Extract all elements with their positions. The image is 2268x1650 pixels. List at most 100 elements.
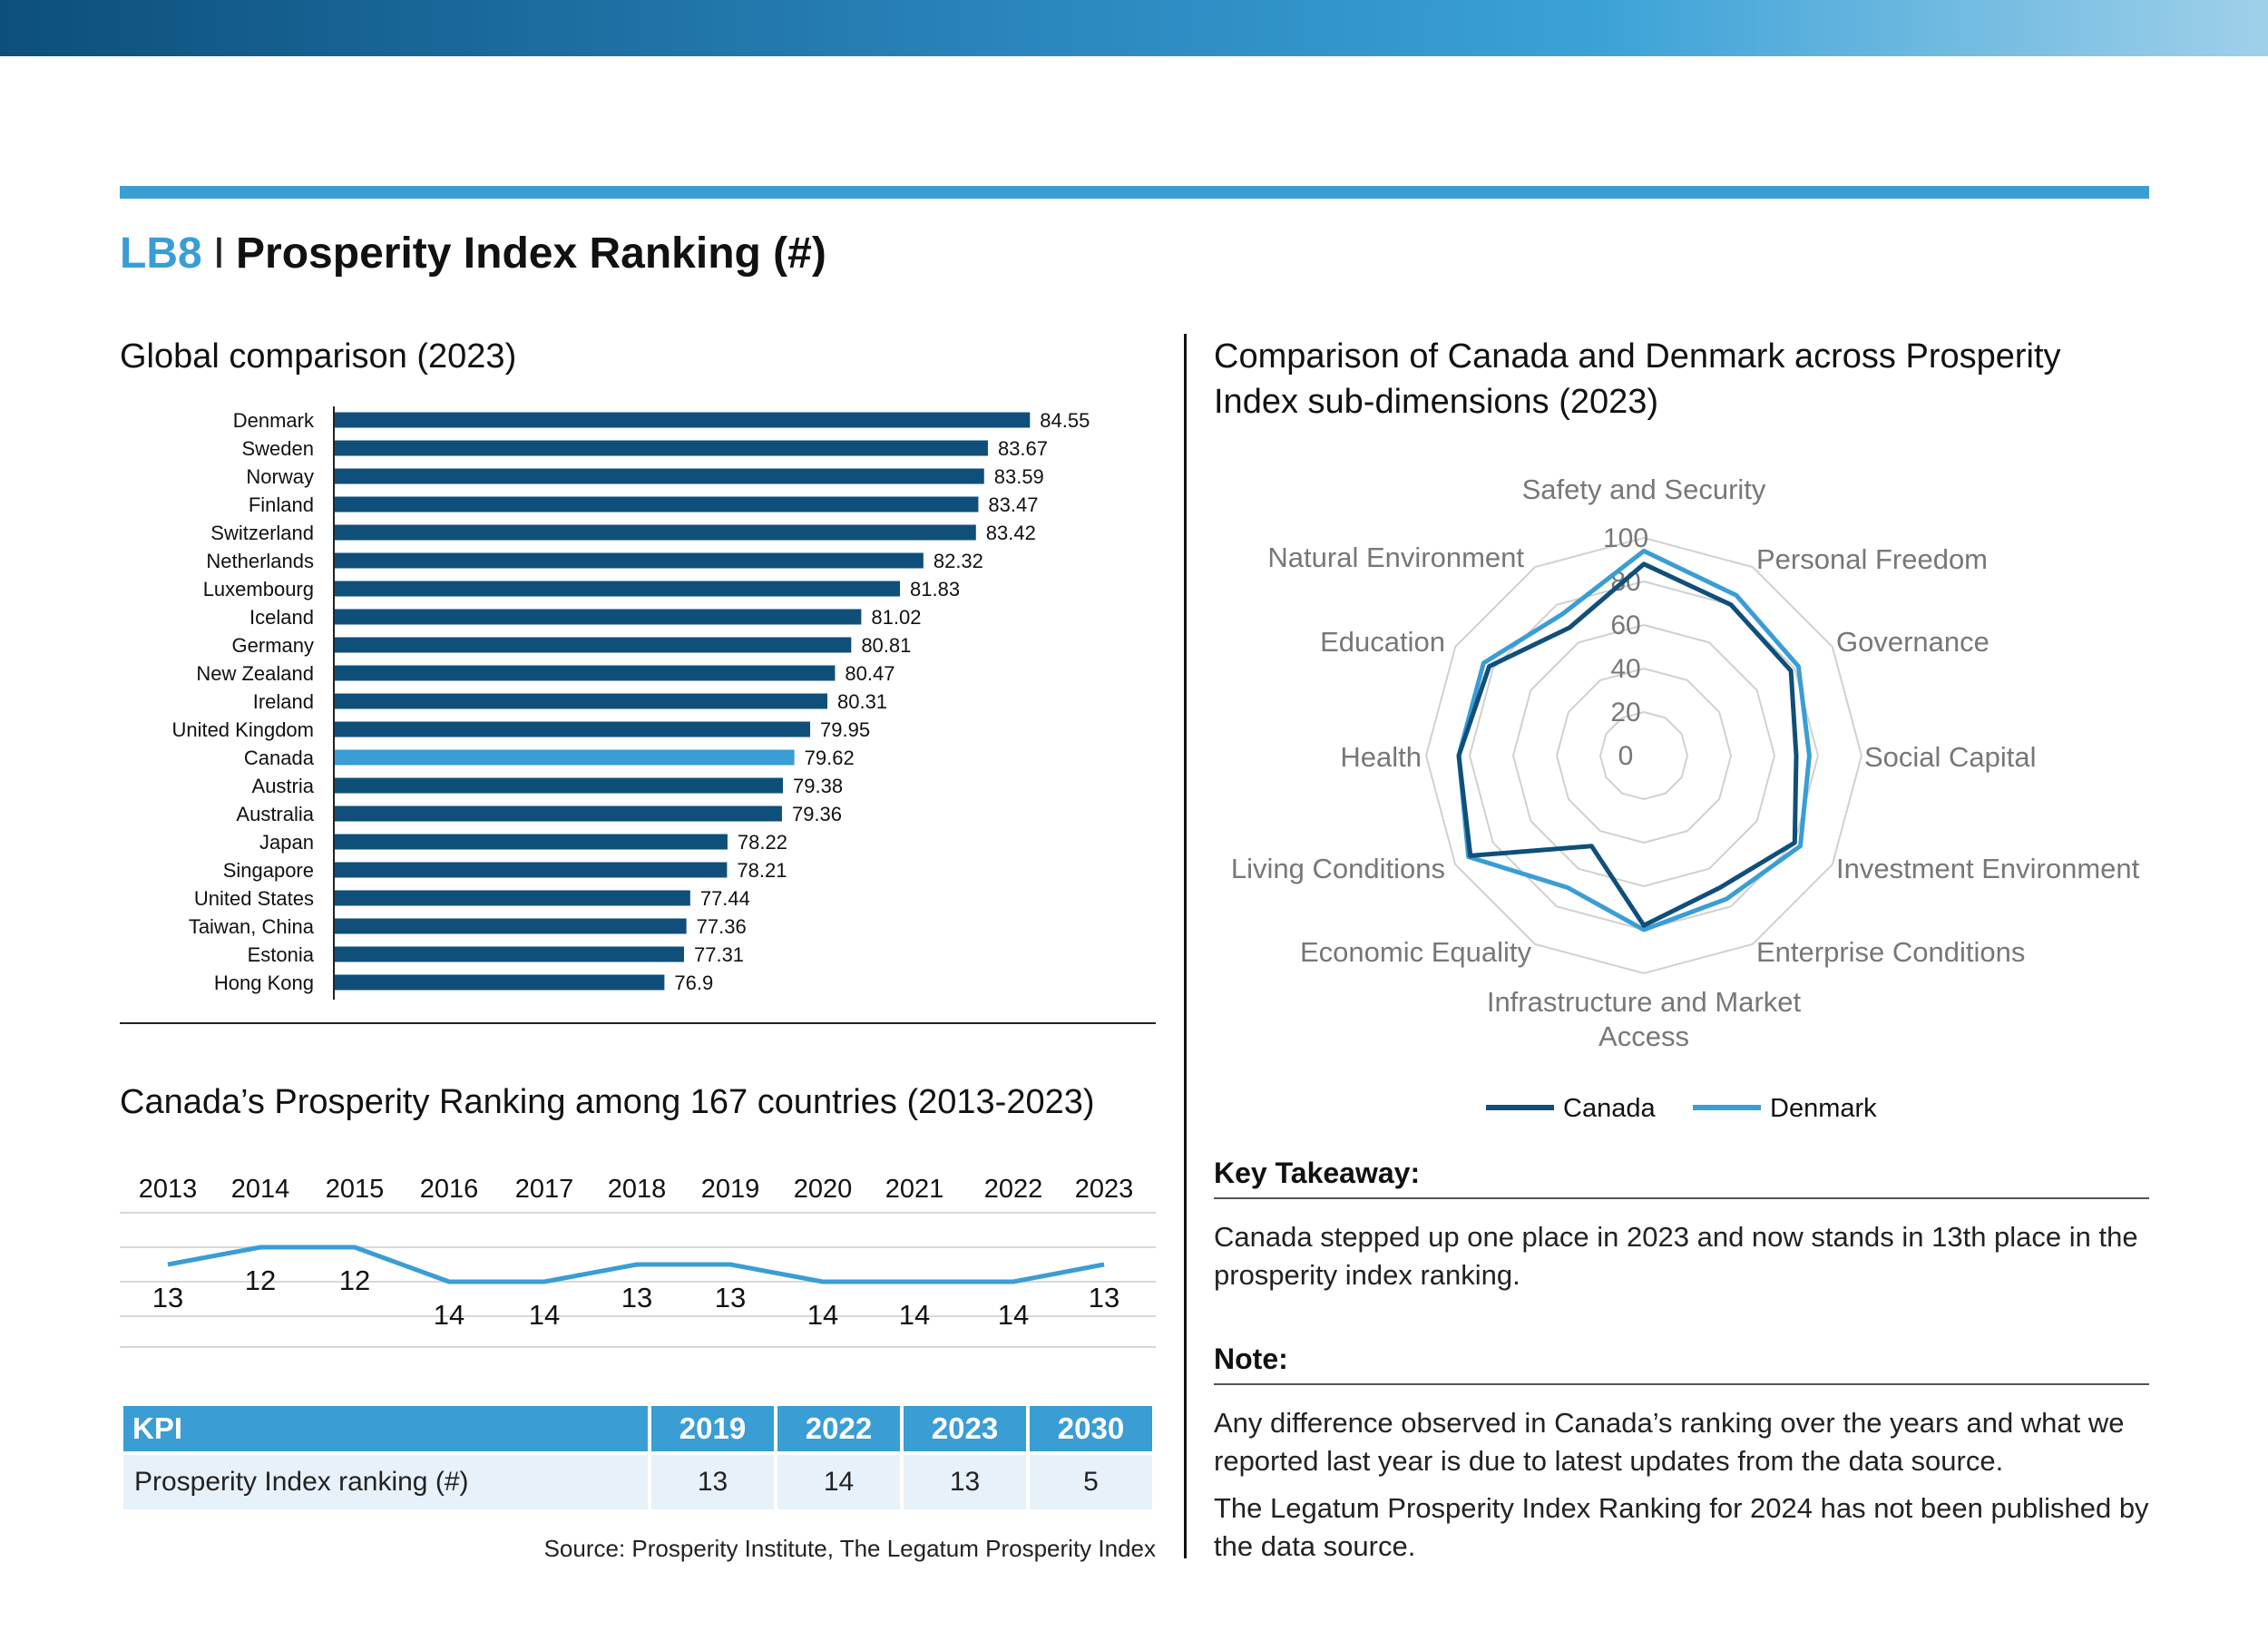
bar-value-label: 80.81: [861, 634, 911, 657]
bar-value-label: 79.62: [805, 747, 855, 769]
kpi-header-kpi: KPI: [123, 1406, 648, 1451]
kpi-header-2023: 2023: [904, 1406, 1026, 1451]
global-comparison-chart: Denmark 84.55 Sweden 83.67 Norway 83.59 Finlan…: [120, 406, 1156, 1024]
bar-norway: [335, 468, 984, 484]
radar-series-canada: [1456, 561, 1799, 928]
radar-axis-label: Safety and Security: [1522, 474, 1766, 505]
bar-united-states: [335, 890, 690, 906]
bar-category-label: Switzerland: [210, 522, 314, 544]
bar-category-label: Estonia: [248, 943, 315, 966]
bar-category-label: Austria: [252, 775, 315, 797]
kpi-table-header-row: KPI 2019 2022 2023 2030: [123, 1406, 1152, 1451]
bar-category-label: United States: [194, 887, 314, 910]
rank-year-label: 2022: [984, 1175, 1043, 1204]
radar-grid-ring: [1424, 536, 1863, 975]
bar-value-label: 77.44: [700, 887, 750, 910]
rank-value-label: 13: [1089, 1282, 1119, 1313]
radar-grid-ring: [1511, 623, 1776, 888]
radar-title-line1: Comparison of Canada and Denmark across …: [1214, 337, 2061, 376]
source-note: Source: Prosperity Institute, The Legatu…: [543, 1535, 1156, 1562]
bar-value-label: 79.36: [792, 803, 842, 825]
bar-singapore: [335, 862, 728, 878]
kpi-header-2019: 2019: [651, 1406, 774, 1451]
key-takeaway-heading: Key Takeaway:: [1214, 1157, 2149, 1199]
page-title-text: Prosperity Index Ranking (#): [236, 229, 826, 278]
rank-year-label: 2020: [794, 1175, 853, 1204]
bar-category-label: Luxembourg: [203, 578, 314, 600]
bar-value-label: 80.47: [845, 662, 894, 685]
bar-sweden: [335, 440, 988, 456]
rank-year-label: 2019: [701, 1175, 760, 1204]
bar-value-label: 81.83: [910, 578, 960, 600]
bar-japan: [335, 834, 728, 850]
bar-hong-kong: [335, 974, 665, 991]
note-text-1: Any difference observed in Canada’s rank…: [1214, 1407, 2125, 1477]
legend-label-canada: Canada: [1563, 1094, 1656, 1123]
kpi-cell-2022: 14: [777, 1451, 900, 1509]
kpi-cell-2030: 5: [1030, 1451, 1152, 1509]
bar-category-label: Norway: [246, 465, 314, 488]
radar-grid-ring: [1598, 710, 1689, 801]
page-code: LB8: [120, 229, 202, 278]
rank-value-label: 14: [998, 1299, 1029, 1331]
bar-value-label: 79.38: [793, 775, 843, 797]
rank-value-label: 12: [339, 1264, 370, 1296]
bar-category-label: Sweden: [241, 437, 314, 460]
radar-tick-label: 40: [1610, 654, 1640, 684]
bar-value-label: 83.42: [986, 522, 1036, 544]
bar-category-label: Singapore: [223, 859, 314, 882]
bar-category-label: United Kingdom: [171, 718, 314, 741]
bar-value-label: 78.21: [737, 859, 787, 882]
rank-value-label: 13: [152, 1282, 183, 1313]
bar-value-label: 77.36: [697, 915, 747, 938]
bar-value-label: 82.32: [934, 550, 983, 572]
rank-year-label: 2018: [608, 1175, 667, 1204]
rank-value-label: 12: [245, 1264, 276, 1296]
bar-united-kingdom: [335, 721, 811, 737]
rank-year-label: 2017: [515, 1175, 574, 1204]
table-row: Prosperity Index ranking (#) 13 14 13 5: [123, 1451, 1152, 1509]
column-divider: [1184, 334, 1187, 1558]
radar-axis-label: Living Conditions: [1231, 853, 1445, 884]
bar-value-label: 81.02: [871, 606, 921, 629]
bar-iceland: [335, 609, 862, 625]
bar-category-label: Canada: [244, 747, 315, 769]
top-band: [0, 0, 2268, 56]
radar-axis-label: Social Capital: [1864, 741, 2037, 773]
bar-finland: [335, 496, 979, 513]
bar-value-label: 84.55: [1040, 409, 1090, 432]
rank-year-label: 2021: [885, 1175, 944, 1204]
kpi-header-2030: 2030: [1030, 1406, 1152, 1451]
radar-tick-label: 60: [1610, 610, 1640, 640]
bar-value-label: 76.9: [674, 971, 713, 994]
bar-category-label: Taiwan, China: [189, 915, 315, 938]
bar-category-label: Australia: [236, 803, 314, 825]
bar-luxembourg: [335, 581, 901, 597]
rank-value-label: 14: [529, 1299, 560, 1331]
radar-axis-label: Personal Freedom: [1756, 543, 1988, 575]
rank-value-label: 13: [715, 1282, 746, 1313]
bar-ireland: [335, 693, 827, 709]
rank-year-label: 2023: [1075, 1175, 1134, 1204]
bar-new-zealand: [335, 665, 836, 681]
bar-value-label: 83.59: [994, 465, 1044, 488]
radar-axis-label: Education: [1320, 626, 1445, 658]
legend-label-denmark: Denmark: [1770, 1094, 1877, 1123]
bar-canada: [335, 749, 795, 766]
bar-value-label: 78.22: [738, 831, 787, 854]
ranking-trend-chart: 2013 2014 2015 2016 2017 2018 2019 2020 2021 2022…: [120, 1175, 1156, 1348]
bar-category-label: Japan: [259, 831, 314, 854]
bar-taiwan-china: [335, 918, 687, 934]
bar-category-label: New Zealand: [196, 662, 314, 685]
kpi-cell-2019: 13: [651, 1451, 774, 1509]
title-separator: I: [212, 229, 226, 278]
page-title: LB8 I Prosperity Index Ranking (#): [120, 229, 826, 278]
radar-axis-label: Infrastructure and Market Access: [1487, 986, 1802, 1052]
kpi-cell-name: Prosperity Index ranking (#): [123, 1451, 648, 1509]
rank-year-label: 2013: [139, 1175, 198, 1204]
bar-value-label: 83.47: [988, 493, 1038, 516]
rank-year-label: 2014: [231, 1175, 290, 1204]
rank-value-label: 13: [621, 1282, 652, 1313]
rank-value-label: 14: [434, 1299, 464, 1331]
note-heading: Note:: [1214, 1342, 2149, 1385]
